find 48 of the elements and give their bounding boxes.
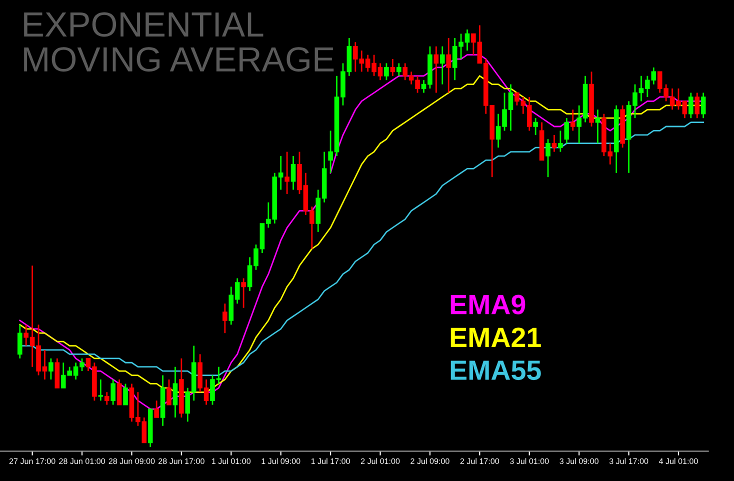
candlestick bbox=[694, 92, 700, 119]
x-tick-label: 2 Jul 17:00 bbox=[460, 458, 500, 464]
text: EMA21 bbox=[450, 328, 541, 347]
candlestick bbox=[154, 400, 159, 418]
x-tick-label: 2 Jul 09:00 bbox=[410, 458, 450, 464]
candlestick bbox=[104, 391, 110, 406]
x-tick-label: 28 Jun 09:00 bbox=[108, 458, 155, 464]
candlestick bbox=[110, 378, 116, 406]
x-tick-label: 3 Jul 09:00 bbox=[560, 458, 598, 464]
x-tick-label: 28 Jun 01:00 bbox=[59, 458, 105, 464]
candlestick bbox=[172, 366, 178, 418]
x-tick-label: 3 Jul 17:00 bbox=[609, 458, 648, 464]
candlestick bbox=[688, 92, 694, 119]
candlestick bbox=[700, 92, 706, 119]
candlestick bbox=[595, 108, 600, 144]
candlestick bbox=[166, 378, 172, 406]
candlestick bbox=[446, 37, 452, 94]
candlestick bbox=[546, 138, 550, 178]
candlestick bbox=[48, 358, 54, 380]
x-tick-label: 28 Jun 17:00 bbox=[158, 458, 204, 464]
candlestick bbox=[570, 108, 576, 132]
candlestick bbox=[116, 378, 122, 406]
x-tick-label: 1 Jul 17:00 bbox=[311, 458, 350, 464]
candlestick bbox=[564, 117, 570, 144]
candlestick bbox=[290, 155, 296, 190]
candlestick bbox=[440, 46, 445, 86]
x-tick-label: 3 Jul 01:00 bbox=[510, 458, 549, 464]
candlestick bbox=[558, 130, 563, 152]
x-tick-label: 2 Jul 01:00 bbox=[360, 458, 400, 464]
chart-title: EXPONENTIAL MOVING AVERAGE bbox=[24, 12, 334, 72]
candlestick bbox=[552, 134, 557, 152]
candlestick bbox=[396, 62, 402, 77]
candlestick bbox=[241, 278, 246, 309]
candlestick bbox=[17, 324, 22, 360]
x-tick-label: 27 Jun 17:00 bbox=[9, 458, 56, 464]
candlestick bbox=[284, 151, 290, 195]
x-tick-label: 4 Jul 01:00 bbox=[658, 458, 698, 464]
text: EMA55 bbox=[450, 360, 541, 380]
text: EMA9 bbox=[450, 294, 526, 314]
x-tick-label: 1 Jul 09:00 bbox=[262, 458, 300, 464]
candlestick bbox=[533, 117, 538, 136]
candlestick bbox=[98, 378, 104, 402]
x-tick-label: 1 Jul 01:00 bbox=[212, 458, 251, 464]
candlestick bbox=[123, 383, 128, 406]
candlestick bbox=[434, 46, 439, 94]
candlestick bbox=[390, 58, 396, 77]
candlestick bbox=[384, 62, 389, 81]
candlestick bbox=[222, 302, 228, 334]
